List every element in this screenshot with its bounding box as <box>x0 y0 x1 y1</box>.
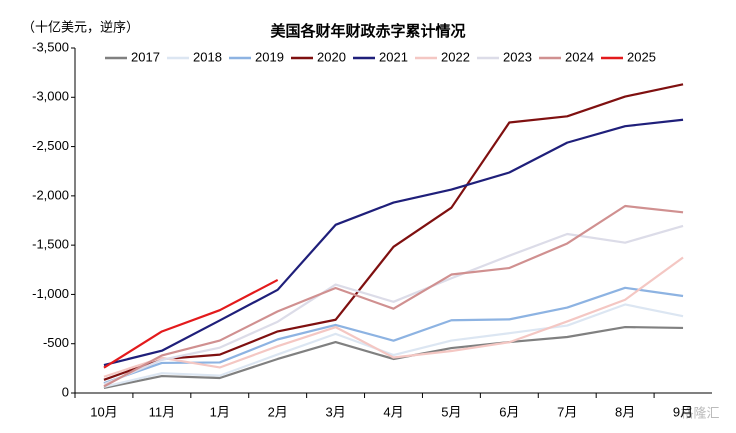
x-tick-label: 8月 <box>615 404 635 419</box>
x-tick-label: 9月 <box>673 404 693 419</box>
series-line <box>103 204 684 388</box>
y-tick-label: 0 <box>62 384 69 399</box>
y-tick-label: -1,000 <box>32 286 69 301</box>
series-line <box>103 325 684 390</box>
y-tick-label: -2,500 <box>32 138 69 153</box>
legend-label: 2021 <box>379 49 408 64</box>
y-tick-label: -500 <box>43 335 69 350</box>
series-line <box>103 118 684 367</box>
y-tick-label: -2,000 <box>32 187 69 202</box>
legend-label: 2019 <box>255 49 284 64</box>
x-tick-label: 3月 <box>325 404 345 419</box>
x-tick-label: 11月 <box>149 404 176 419</box>
x-tick-label: 2月 <box>268 404 288 419</box>
series-line <box>103 256 684 378</box>
legend-label: 2023 <box>503 49 532 64</box>
x-tick-label: 5月 <box>441 404 461 419</box>
legend-label: 2017 <box>131 49 160 64</box>
watermark: 格隆汇 <box>680 405 719 420</box>
x-tick-label: 6月 <box>499 404 519 419</box>
legend-label: 2025 <box>627 49 656 64</box>
legend-label: 2018 <box>193 49 222 64</box>
y-axis-label: （十亿美元，逆序） <box>22 19 139 34</box>
series-line <box>103 224 684 386</box>
legend-label: 2022 <box>441 49 470 64</box>
chart-title: 美国各财年财政赤字累计情况 <box>270 22 465 40</box>
legend-label: 2024 <box>565 49 594 64</box>
x-tick-label: 10月 <box>90 404 117 419</box>
y-tick-label: -1,500 <box>32 237 69 252</box>
x-tick-label: 4月 <box>383 404 403 419</box>
x-tick-label: 7月 <box>557 404 577 419</box>
series-line <box>103 83 684 381</box>
series-line <box>103 303 684 388</box>
legend-label: 2020 <box>317 49 346 64</box>
series-line <box>103 286 684 385</box>
x-tick-label: 1月 <box>210 404 230 419</box>
y-tick-label: -3,000 <box>32 89 69 104</box>
y-tick-label: -3,500 <box>32 39 69 54</box>
series-line <box>103 278 279 369</box>
